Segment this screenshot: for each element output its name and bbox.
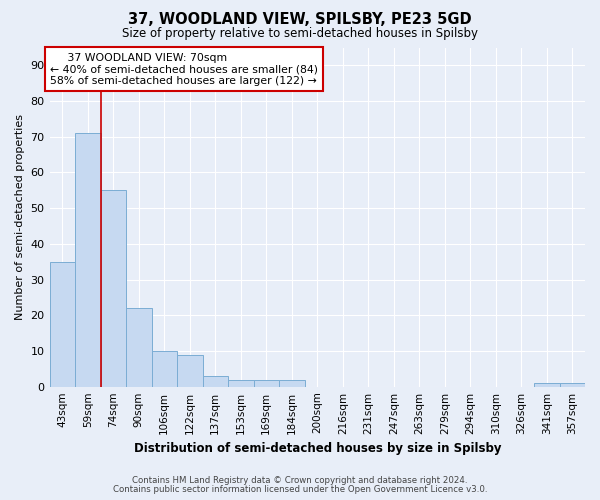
Text: Contains public sector information licensed under the Open Government Licence v3: Contains public sector information licen…: [113, 484, 487, 494]
Text: Contains HM Land Registry data © Crown copyright and database right 2024.: Contains HM Land Registry data © Crown c…: [132, 476, 468, 485]
Bar: [177, 354, 203, 386]
Bar: [279, 380, 305, 386]
Bar: [254, 380, 279, 386]
Bar: [75, 133, 101, 386]
Bar: [203, 376, 228, 386]
Bar: [228, 380, 254, 386]
Bar: [152, 351, 177, 386]
Bar: [50, 262, 75, 386]
Bar: [101, 190, 126, 386]
Bar: [534, 383, 560, 386]
Text: Size of property relative to semi-detached houses in Spilsby: Size of property relative to semi-detach…: [122, 28, 478, 40]
Text: 37, WOODLAND VIEW, SPILSBY, PE23 5GD: 37, WOODLAND VIEW, SPILSBY, PE23 5GD: [128, 12, 472, 28]
Bar: [126, 308, 152, 386]
Text: 37 WOODLAND VIEW: 70sqm
← 40% of semi-detached houses are smaller (84)
58% of se: 37 WOODLAND VIEW: 70sqm ← 40% of semi-de…: [50, 53, 318, 86]
X-axis label: Distribution of semi-detached houses by size in Spilsby: Distribution of semi-detached houses by …: [134, 442, 501, 455]
Y-axis label: Number of semi-detached properties: Number of semi-detached properties: [15, 114, 25, 320]
Bar: [560, 383, 585, 386]
